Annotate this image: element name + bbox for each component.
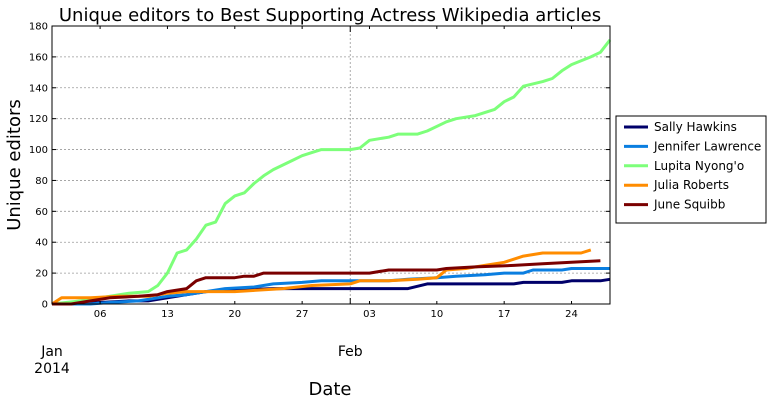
y-tick-label: 80 — [35, 176, 48, 187]
x-minor-tick-label: 24 — [565, 309, 578, 320]
series-lines — [51, 38, 612, 306]
y-tick-label: 20 — [35, 269, 48, 280]
x-major-tick-sublabel: 2014 — [34, 361, 70, 377]
x-minor-tick-label: 10 — [430, 309, 443, 320]
chart-title: Unique editors to Best Supporting Actres… — [59, 5, 601, 26]
plot-frame — [51, 25, 611, 305]
x-axis-title: Date — [308, 379, 351, 400]
legend-entry: Lupita Nyong'o — [654, 159, 744, 173]
legend-entry: Julia Roberts — [653, 178, 729, 192]
legend-entry: Jennifer Lawrence — [653, 139, 761, 153]
legend: Sally Hawkins Jennifer Lawrence Lupita Nyo… — [615, 115, 767, 224]
y-tick-label: 180 — [29, 22, 48, 33]
y-axis-title: Unique editors — [4, 99, 25, 231]
y-tick-label: 140 — [29, 83, 48, 94]
x-minor-tick-label: 03 — [363, 309, 376, 320]
series-line-2 — [51, 38, 612, 306]
y-tick-label: 120 — [29, 114, 48, 125]
x-minor-tick-label: 13 — [161, 309, 174, 320]
legend-entry: June Squibb — [653, 198, 725, 212]
series-line-1 — [52, 267, 610, 306]
x-minor-tick-label: 17 — [498, 309, 511, 320]
y-tick-label: 40 — [35, 238, 48, 249]
grid-lines — [51, 25, 610, 305]
y-tick-label: 160 — [29, 52, 48, 63]
tick-marks — [51, 25, 610, 305]
x-minor-tick-label: 06 — [94, 309, 107, 320]
y-tick-label: 60 — [35, 207, 48, 218]
x-major-tick-label: Feb — [338, 344, 363, 360]
y-tick-labels: 0 20 40 60 80 100 120 140 160 180 — [29, 22, 48, 311]
x-major-tick-label: Jan — [40, 344, 63, 360]
legend-entry: Sally Hawkins — [654, 120, 737, 134]
series-line-4 — [52, 259, 601, 306]
x-minor-tick-label: 27 — [296, 309, 309, 320]
y-tick-label: 100 — [29, 145, 48, 156]
x-minor-tick-label: 20 — [228, 309, 241, 320]
y-tick-label: 0 — [42, 300, 48, 311]
